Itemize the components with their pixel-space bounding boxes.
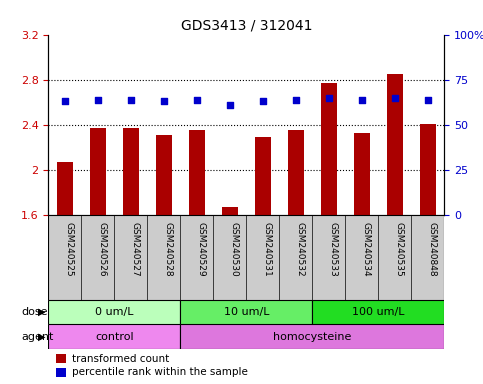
Point (424, 96, 432, 103)
Bar (56, 368, 66, 377)
Bar (313, 300, 444, 324)
Text: GSM240529: GSM240529 (197, 222, 206, 276)
Bar (89, 128, 106, 215)
Point (193, 96, 201, 103)
Text: GSM240526: GSM240526 (98, 222, 107, 276)
Point (226, 102, 234, 108)
Text: ▶: ▶ (38, 307, 45, 317)
Bar (56, 354, 66, 363)
Bar (386, 74, 403, 215)
Bar (48, 215, 444, 300)
Title: GDS3413 / 312041: GDS3413 / 312041 (181, 18, 312, 32)
Point (325, 95, 333, 101)
Text: GSM240534: GSM240534 (362, 222, 371, 276)
Text: GSM240528: GSM240528 (164, 222, 173, 276)
Text: GSM240531: GSM240531 (263, 222, 272, 276)
Text: GSM240535: GSM240535 (395, 222, 404, 276)
Bar (354, 133, 370, 215)
Bar (180, 300, 313, 324)
Text: dose: dose (22, 307, 48, 317)
Bar (123, 128, 139, 215)
Bar (255, 137, 271, 215)
Bar (180, 324, 444, 349)
Text: control: control (95, 332, 134, 342)
Bar (420, 124, 436, 215)
Text: agent: agent (22, 332, 54, 342)
Bar (48, 324, 180, 349)
Text: GSM240532: GSM240532 (296, 222, 305, 276)
Text: 0 um/L: 0 um/L (95, 307, 134, 317)
Bar (222, 207, 238, 215)
Text: 10 um/L: 10 um/L (224, 307, 269, 317)
Point (358, 96, 366, 103)
Text: GSM240533: GSM240533 (329, 222, 338, 276)
Point (292, 96, 300, 103)
Text: GSM240525: GSM240525 (65, 222, 74, 276)
Text: 100 um/L: 100 um/L (352, 307, 405, 317)
Bar (287, 131, 304, 215)
Point (127, 96, 135, 103)
Text: homocysteine: homocysteine (273, 332, 352, 342)
Point (160, 98, 168, 104)
Bar (188, 131, 205, 215)
Bar (57, 162, 73, 215)
Bar (321, 83, 337, 215)
Point (94, 96, 102, 103)
Text: GSM240530: GSM240530 (230, 222, 239, 276)
Point (259, 98, 267, 104)
Text: GSM240848: GSM240848 (428, 222, 437, 276)
Text: transformed count: transformed count (72, 354, 170, 364)
Text: ▶: ▶ (38, 332, 45, 342)
Text: percentile rank within the sample: percentile rank within the sample (72, 367, 248, 377)
Text: GSM240527: GSM240527 (131, 222, 140, 276)
Bar (156, 135, 172, 215)
Bar (48, 300, 180, 324)
Point (391, 95, 399, 101)
Point (61, 98, 69, 104)
